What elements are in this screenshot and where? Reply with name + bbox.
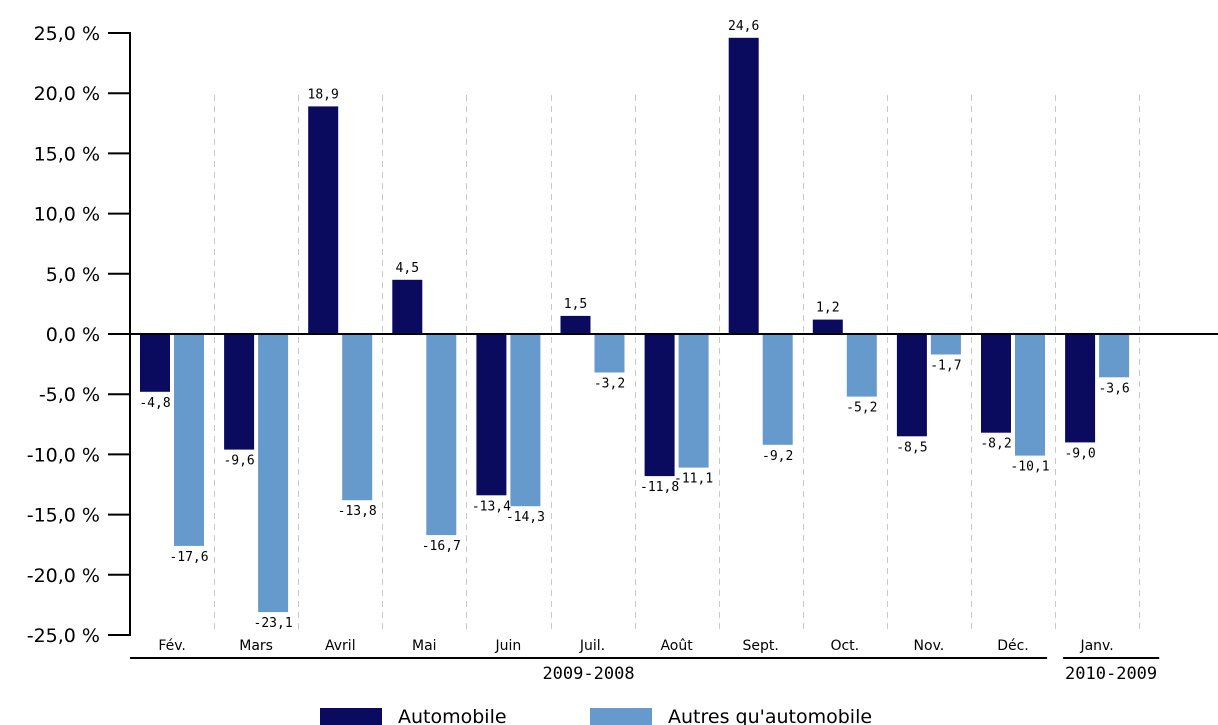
bar-automobile [224, 334, 255, 450]
data-label: -11,8 [640, 480, 679, 495]
legend-label: Automobile [398, 706, 507, 725]
bar-automobile [896, 334, 927, 437]
legend-swatch [590, 708, 652, 725]
x-tick-label: Déc. [997, 638, 1029, 654]
data-label: -8,2 [980, 437, 1011, 452]
data-label: 4,5 [396, 261, 419, 276]
y-tick-label: -5,0 % [39, 384, 100, 406]
bar-autres [510, 334, 541, 507]
group-label: 2009-2008 [542, 664, 634, 684]
x-tick-label: Oct. [830, 638, 859, 654]
data-label: -13,4 [472, 499, 511, 514]
bar-automobile [560, 315, 591, 334]
data-label: -13,8 [338, 504, 377, 519]
data-label: -10,1 [1010, 460, 1049, 475]
data-label: -4,8 [139, 396, 170, 411]
data-label: -3,2 [594, 377, 625, 392]
x-tick-label: Mai [412, 638, 437, 654]
data-label: -16,7 [422, 539, 461, 554]
category-separators [214, 95, 1140, 630]
bar-automobile [476, 334, 507, 496]
y-tick-label: -20,0 % [27, 565, 100, 587]
data-label: -9,6 [223, 454, 254, 469]
bar-automobile [308, 106, 339, 335]
bar-autres [342, 334, 373, 501]
y-axis: 25,0 % 20,0 % 15,0 % 10,0 % 5,0 % 0,0 % -5,0 %… [27, 23, 1218, 647]
x-tick-label: Fév. [158, 638, 186, 654]
y-tick-label: 15,0 % [34, 143, 100, 165]
y-tick-label: 5,0 % [46, 264, 100, 286]
x-tick-label: Sept. [743, 638, 779, 654]
data-label: -11,1 [674, 472, 713, 487]
bar-autres [846, 334, 877, 397]
x-axis: Fév. Mars Avril Mai Juin Juil. Août Sept. Oct. No… [158, 638, 1113, 654]
bar-automobile [644, 334, 675, 477]
bar-autres [174, 334, 204, 546]
data-label: -1,7 [930, 359, 961, 374]
legend-label: Autres qu'automobile [668, 706, 872, 725]
data-label: -9,2 [762, 449, 793, 464]
y-tick-label: 25,0 % [34, 23, 100, 45]
data-label: -14,3 [506, 510, 545, 525]
legend: Automobile Autres qu'automobile [320, 706, 872, 725]
y-tick-label: -10,0 % [27, 444, 100, 466]
x-tick-label: Juin [495, 638, 522, 654]
y-tick-label: 20,0 % [34, 83, 100, 105]
data-label: -3,6 [1098, 381, 1129, 396]
bar-automobile [981, 334, 1011, 433]
data-label: -9,0 [1064, 446, 1095, 461]
bar-autres [426, 334, 457, 536]
bar-automobile [728, 37, 759, 335]
bar-autres [1015, 334, 1045, 456]
x-tick-label: Nov. [914, 638, 945, 654]
bar-automobile [140, 334, 170, 392]
data-label: 1,2 [816, 301, 839, 316]
x-tick-label: Mars [239, 638, 273, 654]
bar-autres [258, 334, 289, 613]
y-tick-label: -15,0 % [27, 505, 100, 527]
data-labels: -4,8 -9,6 18,9 4,5 -13,4 1,5 -11,8 24,6 1,2 -8,5 -… [139, 19, 1129, 631]
data-label: -8,5 [896, 440, 927, 455]
group-label: 2010-2009 [1065, 664, 1157, 684]
y-tick-label: -25,0 % [27, 625, 100, 647]
x-tick-label: Août [660, 638, 693, 654]
bar-autres [1099, 334, 1130, 378]
x-tick-label: Avril [325, 638, 356, 654]
bar-autres [762, 334, 793, 445]
bar-autres [678, 334, 709, 468]
x-tick-label: Juil. [579, 638, 605, 654]
bars [140, 37, 1130, 613]
data-label: -23,1 [254, 616, 293, 631]
data-label: -17,6 [169, 550, 208, 565]
data-label: -5,2 [846, 401, 877, 416]
x-tick-label: Janv. [1079, 638, 1113, 654]
y-tick-label: 0,0 % [46, 324, 100, 346]
legend-swatch [320, 708, 382, 725]
bar-autres [930, 334, 961, 355]
bar-automobile [812, 319, 843, 334]
data-label: 1,5 [564, 297, 587, 312]
bar-automobile [392, 279, 423, 334]
data-label: 24,6 [728, 19, 759, 34]
data-label: 18,9 [308, 87, 339, 102]
y-tick-label: 10,0 % [34, 204, 100, 226]
bar-autres [594, 334, 625, 373]
bar-automobile [1065, 334, 1096, 443]
category-groups: 2009-2008 2010-2009 [130, 657, 1160, 684]
